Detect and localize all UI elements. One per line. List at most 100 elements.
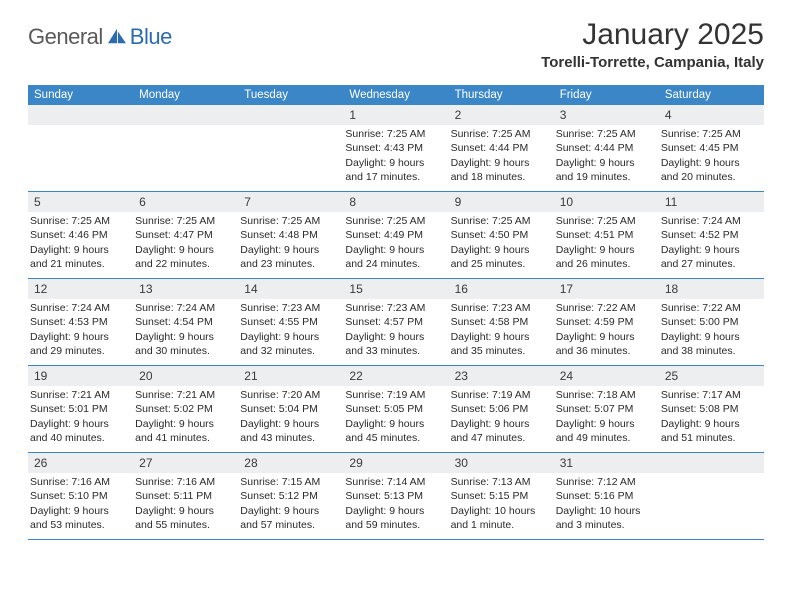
day-rise: Sunrise: 7:25 AM: [30, 214, 129, 228]
day-number: 7: [238, 192, 343, 212]
day-number: 25: [659, 366, 764, 386]
day-dl2: and 21 minutes.: [30, 257, 129, 271]
day-set: Sunset: 5:15 PM: [451, 489, 550, 503]
day-set: Sunset: 5:16 PM: [556, 489, 655, 503]
day-dl1: Daylight: 9 hours: [556, 330, 655, 344]
day-number: 27: [133, 453, 238, 473]
day-number: 24: [554, 366, 659, 386]
day-rise: Sunrise: 7:18 AM: [556, 388, 655, 402]
day-number: 6: [133, 192, 238, 212]
day-dl2: and 24 minutes.: [345, 257, 444, 271]
day-rise: Sunrise: 7:25 AM: [451, 127, 550, 141]
day-header-wednesday: Wednesday: [343, 85, 448, 105]
day-number: 22: [343, 366, 448, 386]
day-cell: 27Sunrise: 7:16 AMSunset: 5:11 PMDayligh…: [133, 453, 238, 539]
day-dl2: and 55 minutes.: [135, 518, 234, 532]
location-subtitle: Torelli-Torrette, Campania, Italy: [541, 54, 764, 71]
day-details: Sunrise: 7:13 AMSunset: 5:15 PMDaylight:…: [449, 473, 554, 536]
day-dl1: Daylight: 9 hours: [135, 243, 234, 257]
day-dl1: Daylight: 9 hours: [345, 243, 444, 257]
day-rise: Sunrise: 7:21 AM: [30, 388, 129, 402]
day-dl1: Daylight: 9 hours: [240, 504, 339, 518]
day-dl1: Daylight: 9 hours: [30, 417, 129, 431]
day-rise: Sunrise: 7:25 AM: [240, 214, 339, 228]
day-cell: 26Sunrise: 7:16 AMSunset: 5:10 PMDayligh…: [28, 453, 133, 539]
day-dl2: and 47 minutes.: [451, 431, 550, 445]
day-dl2: and 20 minutes.: [661, 170, 760, 184]
day-number: [133, 105, 238, 125]
logo-sail-icon: [106, 27, 128, 45]
day-cell: 21Sunrise: 7:20 AMSunset: 5:04 PMDayligh…: [238, 366, 343, 452]
day-dl1: Daylight: 9 hours: [556, 243, 655, 257]
day-dl2: and 18 minutes.: [451, 170, 550, 184]
day-number: 12: [28, 279, 133, 299]
day-dl1: Daylight: 9 hours: [345, 330, 444, 344]
day-number: 16: [449, 279, 554, 299]
day-rise: Sunrise: 7:23 AM: [345, 301, 444, 315]
day-rise: Sunrise: 7:23 AM: [240, 301, 339, 315]
title-block: January 2025 Torelli-Torrette, Campania,…: [541, 18, 764, 71]
day-header-thursday: Thursday: [449, 85, 554, 105]
day-details: Sunrise: 7:22 AMSunset: 5:00 PMDaylight:…: [659, 299, 764, 362]
day-set: Sunset: 4:53 PM: [30, 315, 129, 329]
day-dl2: and 57 minutes.: [240, 518, 339, 532]
day-cell: 29Sunrise: 7:14 AMSunset: 5:13 PMDayligh…: [343, 453, 448, 539]
day-details: Sunrise: 7:25 AMSunset: 4:46 PMDaylight:…: [28, 212, 133, 275]
day-dl2: and 38 minutes.: [661, 344, 760, 358]
day-set: Sunset: 4:52 PM: [661, 228, 760, 242]
day-cell: 14Sunrise: 7:23 AMSunset: 4:55 PMDayligh…: [238, 279, 343, 365]
day-details: Sunrise: 7:21 AMSunset: 5:01 PMDaylight:…: [28, 386, 133, 449]
day-header-row: Sunday Monday Tuesday Wednesday Thursday…: [28, 85, 764, 105]
day-details: Sunrise: 7:19 AMSunset: 5:06 PMDaylight:…: [449, 386, 554, 449]
day-cell: 9Sunrise: 7:25 AMSunset: 4:50 PMDaylight…: [449, 192, 554, 278]
day-number: 21: [238, 366, 343, 386]
day-set: Sunset: 5:13 PM: [345, 489, 444, 503]
day-dl2: and 32 minutes.: [240, 344, 339, 358]
day-dl2: and 45 minutes.: [345, 431, 444, 445]
day-header-sunday: Sunday: [28, 85, 133, 105]
week-row: 26Sunrise: 7:16 AMSunset: 5:10 PMDayligh…: [28, 453, 764, 540]
day-set: Sunset: 5:11 PM: [135, 489, 234, 503]
day-rise: Sunrise: 7:23 AM: [451, 301, 550, 315]
day-dl2: and 40 minutes.: [30, 431, 129, 445]
day-details: Sunrise: 7:19 AMSunset: 5:05 PMDaylight:…: [343, 386, 448, 449]
day-rise: Sunrise: 7:22 AM: [661, 301, 760, 315]
day-cell: 12Sunrise: 7:24 AMSunset: 4:53 PMDayligh…: [28, 279, 133, 365]
logo-text-general: General: [28, 24, 103, 50]
day-set: Sunset: 4:44 PM: [556, 141, 655, 155]
day-cell: 10Sunrise: 7:25 AMSunset: 4:51 PMDayligh…: [554, 192, 659, 278]
day-details: Sunrise: 7:16 AMSunset: 5:10 PMDaylight:…: [28, 473, 133, 536]
day-rise: Sunrise: 7:25 AM: [451, 214, 550, 228]
day-details: Sunrise: 7:25 AMSunset: 4:45 PMDaylight:…: [659, 125, 764, 188]
day-rise: Sunrise: 7:17 AM: [661, 388, 760, 402]
day-set: Sunset: 4:43 PM: [345, 141, 444, 155]
day-set: Sunset: 4:50 PM: [451, 228, 550, 242]
day-dl1: Daylight: 9 hours: [661, 156, 760, 170]
day-details: Sunrise: 7:16 AMSunset: 5:11 PMDaylight:…: [133, 473, 238, 536]
day-number: [28, 105, 133, 125]
day-set: Sunset: 4:57 PM: [345, 315, 444, 329]
day-number: 15: [343, 279, 448, 299]
day-details: Sunrise: 7:25 AMSunset: 4:47 PMDaylight:…: [133, 212, 238, 275]
week-row: 19Sunrise: 7:21 AMSunset: 5:01 PMDayligh…: [28, 366, 764, 453]
day-dl1: Daylight: 9 hours: [240, 417, 339, 431]
day-rise: Sunrise: 7:24 AM: [661, 214, 760, 228]
day-number: [659, 453, 764, 473]
day-dl2: and 25 minutes.: [451, 257, 550, 271]
day-cell: 11Sunrise: 7:24 AMSunset: 4:52 PMDayligh…: [659, 192, 764, 278]
day-rise: Sunrise: 7:16 AM: [135, 475, 234, 489]
day-cell: 30Sunrise: 7:13 AMSunset: 5:15 PMDayligh…: [449, 453, 554, 539]
day-rise: Sunrise: 7:13 AM: [451, 475, 550, 489]
day-dl1: Daylight: 9 hours: [556, 417, 655, 431]
day-dl2: and 19 minutes.: [556, 170, 655, 184]
day-dl1: Daylight: 9 hours: [451, 417, 550, 431]
page-title: January 2025: [541, 18, 764, 52]
day-number: 26: [28, 453, 133, 473]
day-set: Sunset: 4:44 PM: [451, 141, 550, 155]
day-set: Sunset: 5:07 PM: [556, 402, 655, 416]
day-dl1: Daylight: 9 hours: [30, 330, 129, 344]
day-details: Sunrise: 7:23 AMSunset: 4:57 PMDaylight:…: [343, 299, 448, 362]
day-cell: 28Sunrise: 7:15 AMSunset: 5:12 PMDayligh…: [238, 453, 343, 539]
day-cell: 5Sunrise: 7:25 AMSunset: 4:46 PMDaylight…: [28, 192, 133, 278]
day-number: 28: [238, 453, 343, 473]
